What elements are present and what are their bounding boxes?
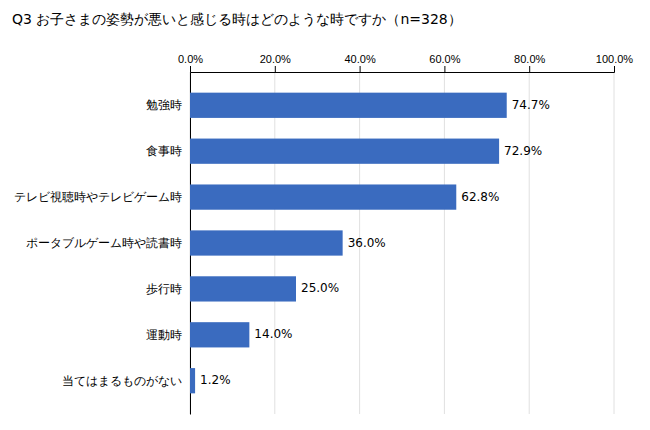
x-tick-mark	[529, 66, 530, 72]
chart-title: Q3 お子さまの姿勢が悪いと感じる時はどのような時ですか（n=328）	[12, 11, 462, 27]
x-tick-label: 80.0%	[514, 53, 545, 65]
bar	[190, 322, 249, 347]
bar	[190, 230, 343, 255]
y-tick-label: 当てはまるものがない	[62, 374, 182, 388]
x-tick-label: 20.0%	[260, 53, 291, 65]
bar	[190, 139, 499, 164]
bar	[190, 93, 507, 118]
y-tick-label: 勉強時	[146, 98, 182, 112]
x-tick: 40.0%	[344, 53, 375, 72]
y-tick: 食事時	[146, 144, 190, 158]
chart-svg: Q3 お子さまの姿勢が悪いと感じる時はどのような時ですか（n=328） 0.0% 2…	[0, 0, 650, 430]
x-tick-mark	[275, 66, 276, 72]
x-tick: 0.0%	[178, 53, 203, 72]
y-tick-label: テレビ視聴時やテレビゲーム時	[14, 190, 182, 204]
x-tick: 100.0%	[596, 53, 634, 72]
x-axis-line	[191, 66, 615, 73]
x-tick-mark	[190, 66, 191, 72]
y-tick: 勉強時	[146, 98, 190, 112]
data-label: 62.8%	[461, 190, 499, 204]
data-label: 14.0%	[254, 327, 292, 341]
x-tick-mark	[360, 66, 361, 72]
x-tick: 80.0%	[514, 53, 545, 72]
bar	[190, 184, 456, 209]
x-tick: 60.0%	[429, 53, 460, 72]
x-tick-label: 0.0%	[178, 53, 203, 65]
grid-line	[529, 72, 530, 414]
x-axis: 0.0% 20.0% 40.0% 60.0% 80.0% 100.0%	[178, 53, 633, 73]
y-tick: 運動時	[146, 328, 190, 342]
x-tick: 20.0%	[260, 53, 291, 72]
grid	[190, 72, 614, 414]
y-tick: 歩行時	[146, 282, 190, 296]
x-tick-label: 40.0%	[344, 53, 375, 65]
x-tick-label: 100.0%	[596, 53, 634, 65]
y-tick-label: ポータブルゲーム時や読書時	[26, 236, 182, 250]
data-label: 74.7%	[512, 98, 550, 112]
data-label: 25.0%	[301, 281, 339, 295]
x-tick-label: 60.0%	[429, 53, 460, 65]
y-tick: テレビ視聴時やテレビゲーム時	[14, 190, 190, 204]
x-tick-mark	[614, 66, 615, 72]
bars	[190, 93, 507, 394]
data-label: 72.9%	[504, 144, 542, 158]
grid-line	[614, 72, 615, 414]
data-label: 1.2%	[200, 373, 231, 387]
y-axis: 勉強時食事時テレビ視聴時やテレビゲーム時ポータブルゲーム時や読書時歩行時運動時当…	[14, 73, 191, 415]
data-label: 36.0%	[348, 236, 386, 250]
y-tick-label: 運動時	[146, 328, 182, 342]
y-tick-label: 歩行時	[146, 282, 182, 296]
y-tick-label: 食事時	[146, 144, 182, 158]
bar	[190, 368, 195, 393]
bar	[190, 276, 296, 301]
plot-area: 0.0% 20.0% 40.0% 60.0% 80.0% 100.0% 勉強時食事時テレビ視…	[14, 53, 633, 415]
grid-line	[444, 72, 445, 414]
data-labels: 74.7% 72.9% 62.8% 36.0% 25.0% 14.0% 1.2%	[200, 98, 550, 387]
y-tick: 当てはまるものがない	[62, 374, 190, 388]
y-tick: ポータブルゲーム時や読書時	[26, 236, 190, 250]
x-tick-mark	[444, 66, 445, 72]
chart-container: Q3 お子さまの姿勢が悪いと感じる時はどのような時ですか（n=328） 0.0% 2…	[0, 0, 650, 430]
